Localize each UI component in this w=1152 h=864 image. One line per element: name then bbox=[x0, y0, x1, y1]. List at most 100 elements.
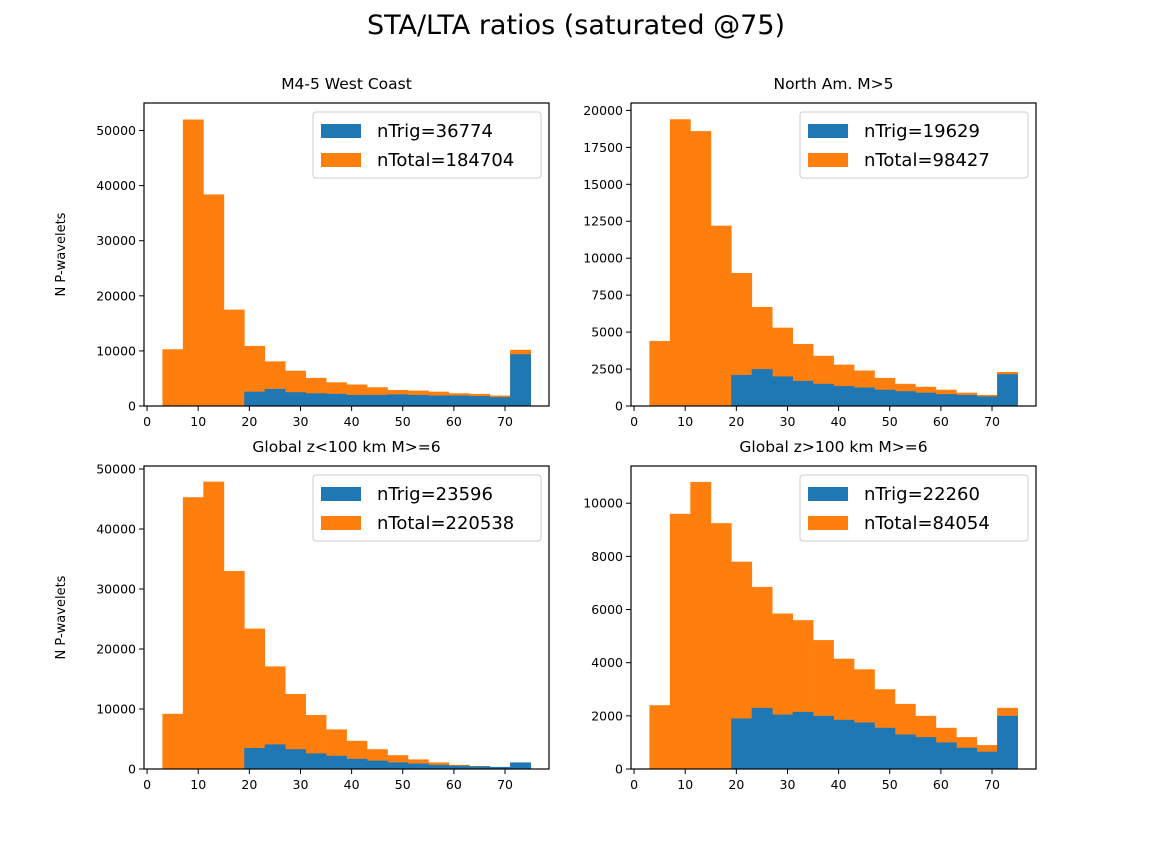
x-tick-label: 50 bbox=[882, 414, 898, 429]
legend-box bbox=[799, 111, 1029, 179]
legend-swatch bbox=[808, 487, 848, 501]
legend-label: nTotal=184704 bbox=[377, 150, 514, 171]
x-tick-label: 10 bbox=[190, 777, 206, 792]
trig-bar bbox=[833, 719, 855, 769]
total-bar bbox=[649, 705, 671, 769]
y-tick-label: 12500 bbox=[583, 214, 623, 229]
total-bar bbox=[690, 481, 712, 769]
x-tick-label: 40 bbox=[344, 414, 360, 429]
x-tick-label: 40 bbox=[344, 777, 360, 792]
x-tick-label: 20 bbox=[241, 777, 257, 792]
legend-swatch bbox=[321, 153, 361, 167]
trig-bar bbox=[366, 394, 388, 406]
trig-bar bbox=[448, 395, 470, 406]
total-bar bbox=[182, 119, 204, 406]
y-axis-label: N P-wavelets bbox=[54, 212, 69, 296]
total-bar bbox=[690, 131, 712, 406]
trig-bar bbox=[387, 394, 409, 406]
trig-bar bbox=[407, 394, 429, 406]
chart-title: M4-5 West Coast bbox=[281, 75, 412, 93]
y-tick-label: 10000 bbox=[583, 496, 623, 511]
x-tick-label: 60 bbox=[446, 414, 462, 429]
trig-bar bbox=[874, 727, 896, 769]
legend: nTrig=19629 nTotal=98427 bbox=[799, 111, 1029, 179]
chart-title: North Am. M>5 bbox=[773, 75, 893, 93]
y-tick-label: 17500 bbox=[583, 140, 623, 155]
trig-bar bbox=[244, 748, 266, 769]
legend-swatch bbox=[808, 153, 848, 167]
x-tick-label: 0 bbox=[630, 414, 638, 429]
trig-bar bbox=[469, 396, 491, 406]
total-bar bbox=[244, 345, 266, 406]
trig-bar bbox=[305, 393, 327, 406]
trig-bar bbox=[428, 764, 450, 769]
legend: nTrig=36774 nTotal=184704 bbox=[312, 111, 542, 179]
x-tick-label: 60 bbox=[933, 777, 949, 792]
total-bar bbox=[731, 272, 753, 406]
total-bar bbox=[710, 225, 732, 406]
axes-frame bbox=[143, 465, 550, 770]
trig-bar bbox=[346, 758, 368, 769]
trig-bar bbox=[772, 714, 793, 769]
legend-label: nTrig=19629 bbox=[864, 121, 980, 142]
legend-swatch bbox=[808, 516, 848, 530]
total-bar bbox=[710, 523, 732, 769]
x-tick-label: 20 bbox=[241, 414, 257, 429]
x-tick-label: 50 bbox=[395, 777, 411, 792]
trig-bar bbox=[264, 388, 286, 406]
y-tick-label: 30000 bbox=[96, 582, 136, 597]
y-tick-label: 50000 bbox=[96, 123, 136, 138]
legend-swatch bbox=[321, 124, 361, 138]
trig-bar bbox=[853, 387, 875, 406]
chart-title: Global z<100 km M>=6 bbox=[252, 438, 440, 456]
x-tick-label: 70 bbox=[497, 414, 513, 429]
trig-bar bbox=[813, 715, 834, 769]
x-tick-label: 50 bbox=[882, 777, 898, 792]
total-bar bbox=[182, 497, 204, 769]
y-tick-label: 40000 bbox=[96, 178, 136, 193]
chart-panel-2: 0 10 20 30 40 50 60 70 0 2500 5000 7500 10000 12500 15… bbox=[583, 75, 1037, 429]
y-tick-label: 2500 bbox=[591, 362, 623, 377]
trig-bar bbox=[305, 753, 327, 769]
x-tick-label: 20 bbox=[728, 414, 744, 429]
legend-box bbox=[799, 474, 1029, 542]
x-tick-label: 10 bbox=[190, 414, 206, 429]
y-tick-label: 20000 bbox=[583, 103, 623, 118]
x-tick-label: 30 bbox=[293, 414, 309, 429]
y-tick-label: 0 bbox=[128, 399, 136, 414]
y-tick-label: 15000 bbox=[583, 177, 623, 192]
y-tick-label: 4000 bbox=[591, 655, 623, 670]
x-tick-label: 30 bbox=[780, 777, 796, 792]
total-bar bbox=[731, 561, 753, 769]
y-axis-label: N P-wavelets bbox=[54, 575, 69, 659]
y-tick-label: 0 bbox=[128, 762, 136, 777]
trig-bar bbox=[833, 386, 855, 406]
trig-bar bbox=[448, 765, 470, 769]
trig-bar bbox=[853, 722, 875, 769]
trig-bar bbox=[489, 397, 511, 406]
trig-bar bbox=[731, 374, 753, 406]
x-tick-label: 70 bbox=[984, 777, 1000, 792]
y-tick-label: 2000 bbox=[591, 708, 623, 723]
trig-bar bbox=[366, 760, 388, 769]
legend-label: nTotal=84054 bbox=[864, 513, 990, 534]
x-tick-label: 0 bbox=[143, 414, 151, 429]
trig-bar bbox=[469, 766, 491, 769]
legend-label: nTrig=23596 bbox=[377, 484, 493, 505]
y-tick-label: 10000 bbox=[583, 251, 623, 266]
trig-bar bbox=[813, 383, 834, 406]
chart-panel-4: 0 10 20 30 40 50 60 70 0 2000 4000 6000 8000 10000 Glo… bbox=[583, 438, 1037, 792]
x-tick-label: 30 bbox=[293, 777, 309, 792]
trig-bar bbox=[285, 749, 306, 769]
total-bar bbox=[162, 713, 184, 769]
trig-bar bbox=[264, 744, 286, 769]
x-tick-label: 50 bbox=[395, 414, 411, 429]
chart-panel-1: 0 10 20 30 40 50 60 70 0 10000 20000 30000 40000 5000… bbox=[54, 75, 550, 429]
total-bar bbox=[203, 194, 225, 406]
y-tick-label: 5000 bbox=[591, 325, 623, 340]
trig-bar bbox=[894, 734, 916, 769]
trig-bar bbox=[772, 376, 793, 406]
x-tick-label: 40 bbox=[831, 777, 847, 792]
x-tick-label: 0 bbox=[143, 777, 151, 792]
